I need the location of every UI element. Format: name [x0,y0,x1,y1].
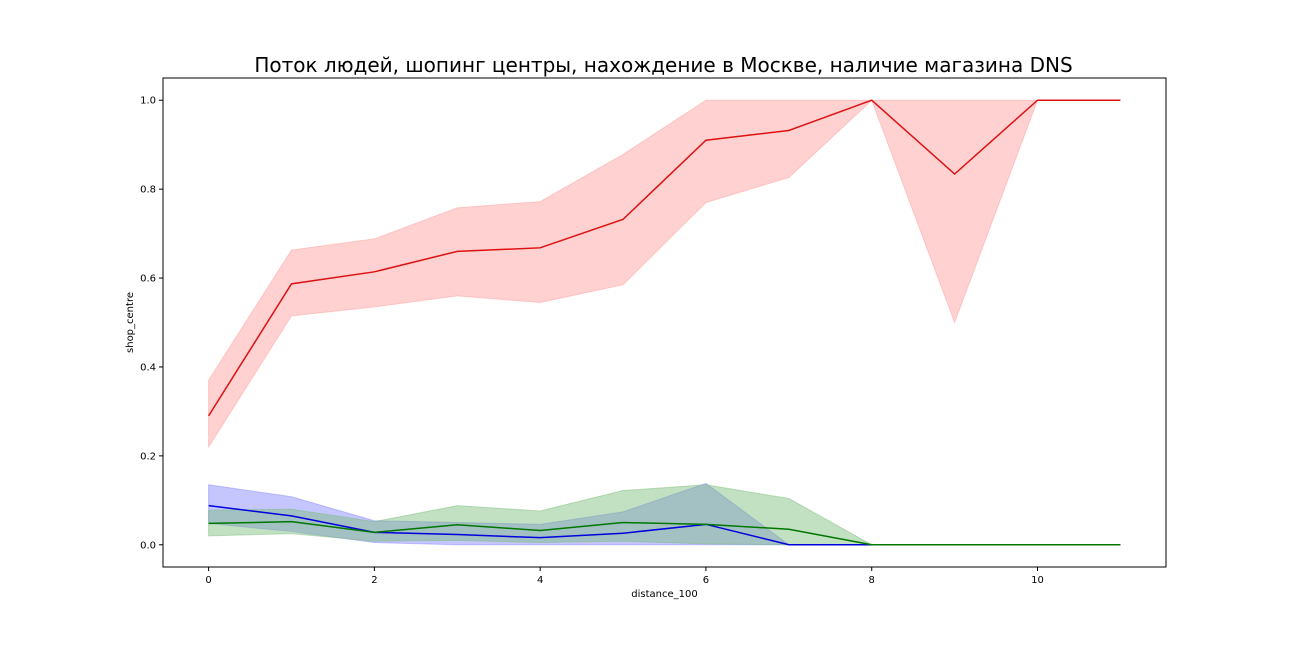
series-0-line [207,99,1121,417]
plot-area-frame [162,77,1167,568]
y-tick-label: 1.0 [140,96,156,107]
y-tick-label: 0.4 [140,362,156,373]
x-tick-label: 2 [371,575,377,586]
y-tick-label: 0.6 [140,274,156,285]
y-tick-label: 0.2 [140,451,156,462]
x-tick-label: 4 [537,575,543,586]
y-tick-label: 0.0 [140,540,156,551]
x-tick-label: 6 [703,575,709,586]
series-lines [207,99,1121,546]
x-tick-label: 8 [869,575,875,586]
y-axis-label: shop_centre [125,292,136,353]
series-0-confidence-band [208,99,1121,449]
y-axis-ticks: 0.0 0.2 0.4 0.6 0.8 1.0 [140,96,163,551]
x-axis-label: distance_100 [631,589,697,600]
confidence-bands [208,99,1121,546]
x-tick-label: 10 [1031,575,1044,586]
x-axis-ticks: 0 2 4 6 8 10 [205,567,1044,586]
chart-title: Поток людей, шопинг центры, нахождение в… [254,53,1072,77]
y-tick-label: 0.8 [140,185,156,196]
series-2-line [208,520,1121,546]
x-tick-label: 0 [205,575,211,586]
